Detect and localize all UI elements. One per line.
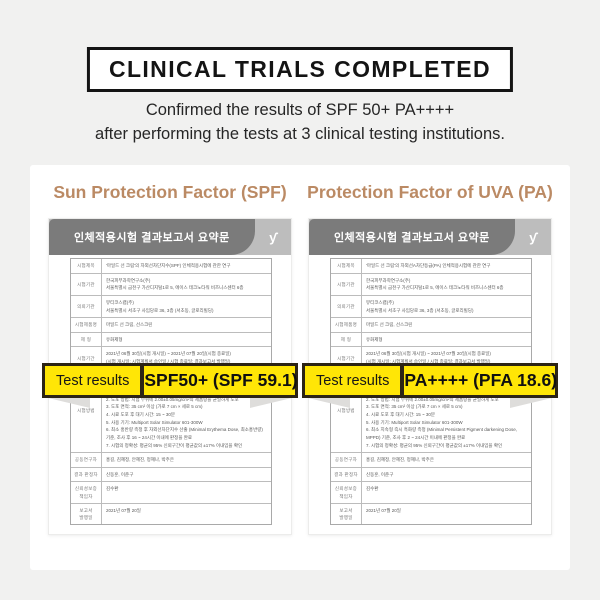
table-row: 보고서 발행일 2021년 07월 20일 xyxy=(71,503,271,525)
subtitle-line-2: after performing the tests at 3 clinical… xyxy=(95,124,505,143)
row-label: 공동연구자 xyxy=(331,453,362,467)
row-value: 김수환 xyxy=(366,486,379,492)
row-label: 의뢰기관 xyxy=(331,295,362,318)
table-row: 제 형 유화제형 xyxy=(331,332,531,348)
column-spf: Sun Protection Factor (SPF) 인체적용시험 결과보고서… xyxy=(42,165,298,570)
row-label: 보고서 발행일 xyxy=(71,503,102,525)
institution-logo-icon: ƴ xyxy=(529,229,537,245)
table-row: 시험기관 한국피부과학연구소(주) 서울특별시 금천구 가산디지털1로 5, 에이스… xyxy=(71,273,271,296)
row-label: 시험제목 xyxy=(331,259,362,273)
table-row: 시험제품명 마일드 선 크림, 선스크린 xyxy=(331,318,531,333)
row-label: 결과 판정자 xyxy=(71,467,102,482)
report-header: 인체적용시험 결과보고서 요약문 ƴ xyxy=(49,219,291,255)
table-row: 공동연구자 홍길, 김혜정, 안혜진, 정혜나, 박주은 xyxy=(71,453,271,468)
row-value: '마일드 선 크림'의 자외선차단지수(SPF) 인체적용시험에 관한 연구 xyxy=(106,263,231,268)
row-label: 신뢰성보증 책임자 xyxy=(71,482,102,503)
table-row: 결과 판정자 신동훈, 이준구 xyxy=(71,467,271,483)
row-value: 마일드 선 크림, 선스크린 xyxy=(106,322,153,328)
column-pa: Protection Factor of UVA (PA) 인체적용시험 결과보… xyxy=(302,165,558,570)
row-label: 시험방법 xyxy=(331,369,362,453)
row-label: 시험방법 xyxy=(71,369,102,453)
results-card: Sun Protection Factor (SPF) 인체적용시험 결과보고서… xyxy=(30,165,570,570)
row-label: 시험제품명 xyxy=(71,318,102,332)
report-header: 인체적용시험 결과보고서 요약문 ƴ xyxy=(309,219,551,255)
clinical-title: CLINICAL TRIALS COMPLETED xyxy=(108,56,492,82)
row-label: 시험기간 xyxy=(71,347,102,369)
clinical-title-box: CLINICAL TRIALS COMPLETED xyxy=(86,47,514,92)
table-row: 제 형 유화제형 xyxy=(71,332,271,348)
row-label: 공동연구자 xyxy=(71,453,102,467)
table-row: 시험제목 '마일드 선 크림'의 자외선차단지수(SPF) 인체적용시험에 관한 … xyxy=(71,259,271,274)
report-header-title: 인체적용시험 결과보고서 요약문 xyxy=(49,219,255,255)
row-value: 유화제형 xyxy=(106,336,123,342)
row-value: 2021년 06월 30일(시험 개시일) ~ 2021년 07월 20일(시험… xyxy=(106,351,231,365)
row-value: 홍길, 김혜정, 안혜진, 정혜나, 박주은 xyxy=(106,457,174,463)
row-label: 결과 판정자 xyxy=(331,467,362,482)
column-heading-spf: Sun Protection Factor (SPF) xyxy=(53,182,287,202)
row-label: 시험기간 xyxy=(331,347,362,369)
subtitle-line-1: Confirmed the results of SPF 50+ PA++++ xyxy=(145,101,455,119)
row-label: 시험제목 xyxy=(71,259,102,273)
ribbon-fold-shadow xyxy=(304,397,350,408)
table-row: 의뢰기관 뷰티코스랩(주) 서울특별시 서초구 사임당로 36, 3층 (서초동, … xyxy=(71,295,271,319)
table-row: 신뢰성보증 책임자 김수환 xyxy=(71,482,271,504)
table-row: 신뢰성보증 책임자 김수환 xyxy=(331,482,531,504)
test-result-value-pa: PA++++ (PFA 18.6) xyxy=(404,370,558,390)
row-label: 제 형 xyxy=(71,332,102,347)
table-row: 공동연구자 홍길, 김혜정, 안혜진, 정혜나, 박주은 xyxy=(331,453,531,468)
row-value: 홍길, 김혜정, 안혜진, 정혜나, 박주은 xyxy=(366,457,434,463)
ribbon-fold-shadow xyxy=(44,397,90,408)
subtitle: Confirmed the results of SPF 50+ PA++++ … xyxy=(0,99,600,147)
row-value: 유화제형 xyxy=(366,336,383,342)
row-label: 시험기관 xyxy=(331,273,362,295)
row-label: 시험제품명 xyxy=(331,318,362,332)
row-value: 마일드 선 크림, 선스크린 xyxy=(366,322,413,328)
ribbon-fold-shadow xyxy=(250,397,296,408)
table-row: 시험제목 '마일드 선 크림'의 자외선A차단등급(PA) 인체적용시험에 관한 … xyxy=(331,259,531,274)
column-heading-pa: Protection Factor of UVA (PA) xyxy=(307,182,553,202)
row-label: 제 형 xyxy=(331,332,362,347)
report-header-title: 인체적용시험 결과보고서 요약문 xyxy=(309,219,515,255)
test-result-label: Test results xyxy=(45,366,145,395)
table-row: 의뢰기관 뷰티코스랩(주) 서울특별시 서초구 사임당로 36, 3층 (서초동, … xyxy=(331,295,531,319)
row-value: 2021년 07월 20일 xyxy=(106,507,141,513)
row-value: 한국피부과학연구소(주) 서울특별시 금천구 가산디지털1로 5, 에이스 테크노… xyxy=(366,277,504,291)
row-value: 신동훈, 이준구 xyxy=(366,471,394,477)
row-value: 신동훈, 이준구 xyxy=(106,471,134,477)
test-result-label: Test results xyxy=(305,366,405,395)
row-label: 의뢰기관 xyxy=(71,295,102,318)
row-value: 2021년 06월 30일(시험 개시일) ~ 2021년 07월 20일(시험… xyxy=(366,351,491,365)
test-result-band-spf: Test results SPF50+ (SPF 59.1) xyxy=(42,363,298,398)
row-value: 김수환 xyxy=(106,486,119,492)
row-value: 뷰티코스랩(주) 서울특별시 서초구 사임당로 36, 3층 (서초동, 글로리빌… xyxy=(106,299,214,313)
row-value: '마일드 선 크림'의 자외선A차단등급(PA) 인체적용시험에 관한 연구 xyxy=(366,263,491,268)
test-result-band-pa: Test results PA++++ (PFA 18.6) xyxy=(302,363,558,398)
test-result-value-spf: SPF50+ (SPF 59.1) xyxy=(144,370,298,390)
row-value: 뷰티코스랩(주) 서울특별시 서초구 사임당로 36, 3층 (서초동, 글로리빌… xyxy=(366,299,474,313)
row-value: 한국피부과학연구소(주) 서울특별시 금천구 가산디지털1로 5, 에이스 테크노… xyxy=(106,277,244,291)
row-label: 시험기관 xyxy=(71,273,102,295)
row-label: 신뢰성보증 책임자 xyxy=(331,482,362,503)
table-row: 시험기관 한국피부과학연구소(주) 서울특별시 금천구 가산디지털1로 5, 에이스… xyxy=(331,273,531,296)
table-row: 시험제품명 마일드 선 크림, 선스크린 xyxy=(71,318,271,333)
table-row: 결과 판정자 신동훈, 이준구 xyxy=(331,467,531,483)
institution-logo-icon: ƴ xyxy=(269,229,277,245)
row-value: 2021년 07월 20일 xyxy=(366,507,401,513)
row-label: 보고서 발행일 xyxy=(331,503,362,525)
ribbon-fold-shadow xyxy=(510,397,556,408)
table-row: 보고서 발행일 2021년 07월 20일 xyxy=(331,503,531,525)
